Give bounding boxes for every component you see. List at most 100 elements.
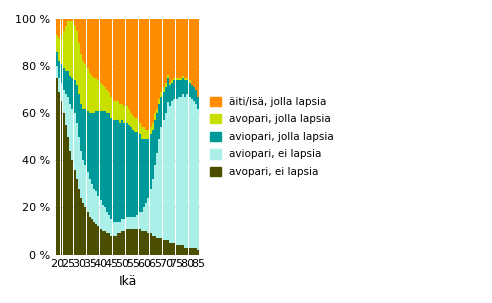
Bar — [87, 19, 89, 68]
Bar — [82, 62, 84, 108]
Bar — [65, 26, 67, 71]
Bar — [150, 189, 152, 233]
Bar — [93, 221, 95, 255]
Bar — [132, 229, 134, 255]
Bar — [139, 123, 141, 135]
Bar — [134, 118, 136, 132]
Bar — [154, 120, 156, 165]
Bar — [180, 78, 182, 80]
Bar — [85, 19, 87, 64]
Bar — [125, 229, 127, 255]
Bar — [162, 92, 164, 120]
Bar — [61, 83, 62, 102]
Bar — [59, 19, 61, 38]
Bar — [193, 87, 195, 102]
Bar — [182, 19, 184, 75]
Bar — [188, 83, 190, 97]
Bar — [122, 19, 123, 104]
Bar — [78, 19, 80, 42]
Bar — [184, 248, 186, 255]
Bar — [171, 80, 173, 83]
Bar — [128, 108, 130, 125]
Bar — [158, 238, 160, 255]
Bar — [193, 19, 195, 87]
Bar — [154, 19, 156, 113]
Bar — [104, 208, 106, 231]
Bar — [80, 104, 82, 151]
Bar — [150, 127, 152, 135]
Bar — [108, 215, 110, 233]
Bar — [56, 52, 58, 66]
Bar — [141, 231, 143, 255]
Bar — [156, 153, 158, 238]
Bar — [162, 120, 164, 241]
Bar — [123, 19, 125, 106]
Bar — [136, 132, 138, 215]
Bar — [128, 19, 130, 108]
Bar — [169, 83, 171, 85]
Bar — [136, 118, 138, 132]
Bar — [182, 78, 184, 95]
Bar — [123, 123, 125, 219]
Bar — [132, 19, 134, 115]
Bar — [169, 106, 171, 243]
Bar — [122, 219, 123, 231]
Bar — [87, 172, 89, 212]
Bar — [186, 19, 188, 78]
Bar — [178, 19, 180, 78]
Bar — [184, 80, 186, 97]
Bar — [62, 68, 64, 90]
Bar — [89, 113, 91, 179]
Bar — [176, 99, 178, 245]
Bar — [80, 54, 82, 104]
Bar — [136, 19, 138, 118]
Bar — [106, 90, 108, 113]
Bar — [117, 102, 119, 120]
Bar — [95, 191, 97, 224]
Bar — [85, 165, 87, 208]
Bar — [76, 19, 78, 31]
Bar — [69, 19, 71, 21]
Bar — [178, 78, 180, 80]
Bar — [56, 66, 58, 78]
Bar — [99, 19, 101, 83]
Bar — [78, 189, 80, 255]
Bar — [76, 85, 78, 123]
Bar — [104, 231, 106, 255]
Bar — [191, 99, 193, 248]
Bar — [178, 97, 180, 245]
Bar — [99, 83, 101, 111]
Bar — [87, 212, 89, 255]
Bar — [61, 102, 62, 255]
Bar — [106, 113, 108, 212]
Bar — [85, 108, 87, 165]
Bar — [89, 19, 91, 73]
Bar — [143, 127, 145, 139]
Bar — [167, 102, 169, 240]
Bar — [62, 113, 64, 255]
Bar — [97, 226, 99, 255]
Bar — [91, 184, 93, 219]
Bar — [82, 19, 84, 62]
Bar — [173, 243, 176, 255]
Bar — [110, 19, 113, 97]
Bar — [167, 19, 169, 75]
Bar — [89, 73, 91, 113]
Bar — [154, 165, 156, 236]
Bar — [191, 19, 193, 85]
Bar — [145, 19, 147, 130]
Bar — [99, 111, 101, 200]
Bar — [188, 97, 190, 248]
Bar — [169, 19, 171, 83]
Bar — [173, 19, 176, 78]
Bar — [186, 95, 188, 248]
Bar — [67, 19, 69, 21]
Bar — [110, 118, 113, 219]
Bar — [182, 95, 184, 245]
Bar — [180, 19, 182, 78]
Bar — [171, 102, 173, 243]
Bar — [162, 19, 164, 87]
Bar — [97, 80, 99, 111]
Bar — [136, 215, 138, 229]
Bar — [110, 236, 113, 255]
